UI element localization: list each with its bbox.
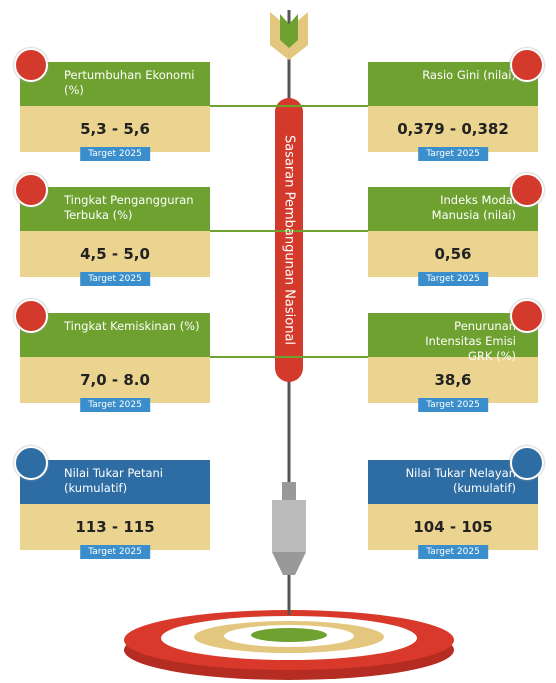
card-title: Tingkat Pengangguran Terbuka (%) [20,187,210,231]
card: Nilai Tukar Nelayan (kumulatif)104 - 105… [368,460,538,550]
infographic: Sasaran Pembangunan Nasional Pertumbuhan… [0,0,556,683]
card-icon [510,173,544,207]
card-icon [14,446,48,480]
card-title: Tingkat Kemiskinan (%) [20,313,210,357]
card-icon [14,299,48,333]
card: Tingkat Pengangguran Terbuka (%)4,5 - 5,… [20,187,210,277]
card-target: Target 2025 [80,272,150,286]
card-value: 4,5 - 5,0 [20,231,210,277]
card-target: Target 2025 [80,147,150,161]
card-icon [510,299,544,333]
card-value: 0,379 - 0,382 [368,106,538,152]
card-value: 7,0 - 8.0 [20,357,210,403]
arrow-head [282,482,296,502]
card-value: 5,3 - 5,6 [20,106,210,152]
card-icon [14,48,48,82]
card-title: Nilai Tukar Petani (kumulatif) [20,460,210,504]
card-target: Target 2025 [418,398,488,412]
card-icon [510,48,544,82]
arrow-head [272,552,306,575]
card-target: Target 2025 [418,147,488,161]
card-value: 104 - 105 [368,504,538,550]
target-center [251,628,327,642]
card-target: Target 2025 [80,398,150,412]
arrow-head [272,500,306,552]
card-target: Target 2025 [418,545,488,559]
center-label: Sasaran Pembangunan Nasional [282,135,297,345]
card-title: Pertumbuhan Ekonomi (%) [20,62,210,106]
card-target: Target 2025 [418,272,488,286]
card-value: 113 - 115 [20,504,210,550]
card-icon [510,446,544,480]
card-target: Target 2025 [80,545,150,559]
card-icon [14,173,48,207]
card-value: 0,56 [368,231,538,277]
